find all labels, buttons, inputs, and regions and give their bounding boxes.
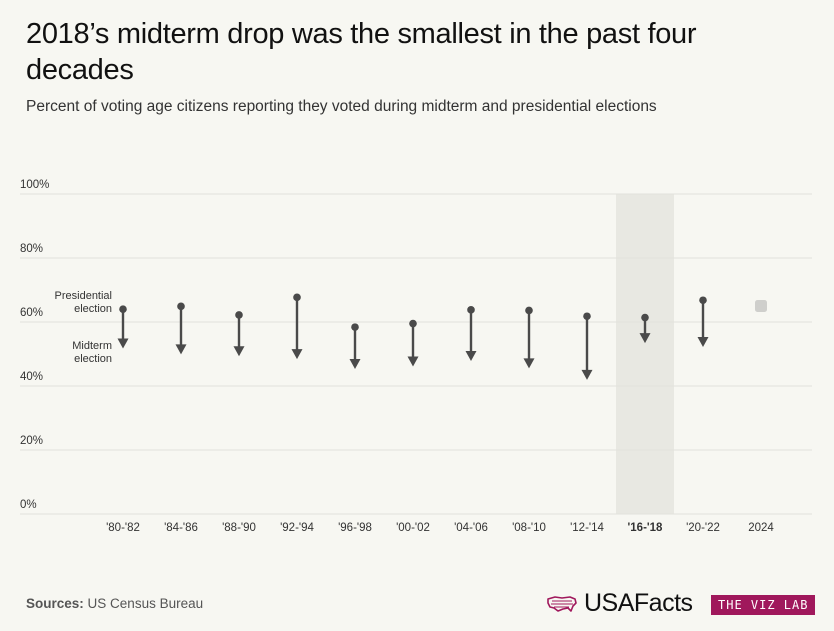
midterm-arrowhead bbox=[697, 336, 709, 347]
x-tick-label: '12-'14 bbox=[570, 522, 604, 534]
y-tick-label: 100% bbox=[20, 179, 49, 191]
annotation-midterm: Midterm bbox=[72, 340, 112, 352]
annotation-midterm-2: election bbox=[74, 353, 112, 365]
midterm-arrowhead bbox=[117, 338, 129, 349]
viz-lab-badge: THE VIZ LAB bbox=[711, 595, 816, 615]
x-tick-label: '88-'90 bbox=[222, 522, 256, 534]
source-value: US Census Bureau bbox=[87, 596, 204, 611]
us-map-icon bbox=[547, 595, 577, 612]
midterm-arrowhead bbox=[175, 344, 187, 355]
midterm-arrowhead bbox=[233, 346, 245, 357]
y-tick-label: 80% bbox=[20, 243, 43, 255]
x-tick-label: '96-'98 bbox=[338, 522, 372, 534]
chart-title: 2018’s midterm drop was the smallest in … bbox=[26, 18, 697, 86]
midterm-arrowhead bbox=[639, 333, 651, 344]
presidential-dot bbox=[467, 306, 475, 314]
x-tick-label: '80-'82 bbox=[106, 522, 140, 534]
midterm-arrowhead bbox=[349, 359, 361, 370]
annotation-presidential-2: election bbox=[74, 303, 112, 315]
midterm-arrowhead bbox=[465, 351, 477, 362]
source-note: Sources: US Census Bureau bbox=[26, 596, 203, 611]
presidential-dot bbox=[293, 293, 301, 302]
presidential-dot bbox=[699, 296, 707, 305]
presidential-dot bbox=[235, 311, 243, 319]
midterm-arrowhead bbox=[291, 349, 303, 360]
x-tick-label: '84-'86 bbox=[164, 522, 198, 534]
x-tick-label: '16-'18 bbox=[628, 522, 663, 534]
brand-name: USAFacts bbox=[584, 589, 693, 617]
midterm-arrowhead bbox=[407, 356, 419, 367]
midterm-arrowhead bbox=[581, 369, 593, 380]
x-tick-label: '92-'94 bbox=[280, 522, 314, 534]
midterm-arrowhead bbox=[523, 358, 535, 369]
chart-subtitle: Percent of voting age citizens reporting… bbox=[26, 98, 657, 115]
presidential-dot bbox=[409, 319, 417, 328]
usafacts-logo[interactable]: USAFacts bbox=[546, 589, 693, 618]
source-label: Sources: bbox=[26, 596, 84, 611]
y-tick-label: 40% bbox=[20, 371, 43, 383]
y-tick-label: 20% bbox=[20, 435, 43, 447]
presidential-dot bbox=[641, 313, 649, 322]
presidential-dot bbox=[583, 312, 591, 321]
x-tick-label: '04-'06 bbox=[454, 522, 488, 534]
x-tick-label: '08-'10 bbox=[512, 522, 546, 534]
arrow-chart: 0% 20% 40% 60% 80% 100% '80-'82 '84-'86 '88-'90 '… bbox=[20, 179, 812, 534]
x-tick-label: '00-'02 bbox=[396, 522, 430, 534]
x-tick-label: '20-'22 bbox=[686, 522, 720, 534]
highlight-band bbox=[616, 194, 674, 514]
y-tick-label: 0% bbox=[20, 499, 37, 511]
pending-marker bbox=[755, 300, 767, 312]
x-tick-label: 2024 bbox=[748, 522, 774, 534]
annotation-presidential: Presidential bbox=[55, 290, 112, 302]
presidential-dot bbox=[351, 323, 359, 331]
presidential-dot bbox=[119, 305, 127, 313]
presidential-dot bbox=[177, 302, 185, 311]
presidential-dot bbox=[525, 306, 533, 315]
y-tick-label: 60% bbox=[20, 307, 43, 319]
